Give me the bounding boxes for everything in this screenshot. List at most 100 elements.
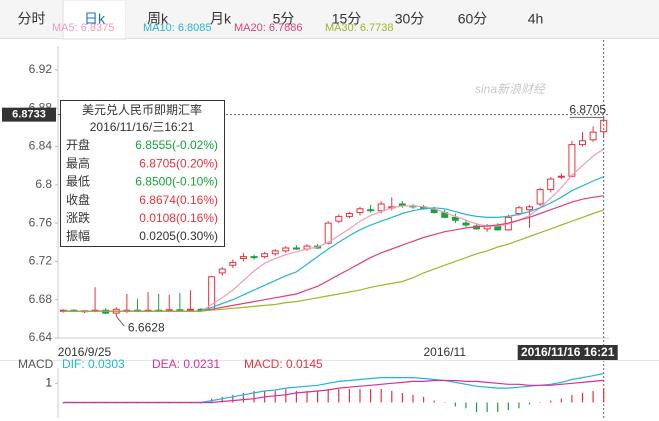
tooltip-row-label: 开盘 <box>66 137 90 152</box>
tab[interactable] <box>504 1 567 38</box>
tooltip-box <box>60 100 225 247</box>
y-tick-label: 6.72 <box>29 254 53 268</box>
watermark: sina新浪财经 <box>475 82 547 96</box>
macd-bar <box>359 389 361 403</box>
candle-body <box>218 268 226 274</box>
candle-body <box>324 222 332 244</box>
tooltip-row-value: 0.0205(0.30%) <box>139 229 218 243</box>
tooltip-row-label: 最高 <box>66 155 90 170</box>
y-tick-label: 6.84 <box>29 139 53 153</box>
macd-bar <box>274 391 276 403</box>
tab[interactable] <box>126 1 189 38</box>
y-tick-label: 6.76 <box>29 215 53 229</box>
y-tick-label: 6.92 <box>29 62 53 76</box>
tab[interactable] <box>315 1 378 38</box>
y-tick-label: 6.64 <box>29 330 53 344</box>
macd-title: MACD <box>18 357 54 371</box>
macd-bar <box>507 402 509 411</box>
macd-bar <box>401 392 403 403</box>
candle-body <box>536 189 544 205</box>
ma-line <box>63 209 604 312</box>
tab-label[interactable]: 分时 <box>18 11 46 27</box>
min-label: 6.6628 <box>128 320 165 334</box>
macd-bar <box>486 402 488 413</box>
candle-body <box>377 203 385 212</box>
candle-body <box>229 261 237 266</box>
y-tick-label: 6.8 <box>35 177 52 191</box>
macd-bar <box>380 389 382 403</box>
tab[interactable] <box>252 1 315 38</box>
candle-body <box>547 178 555 191</box>
candle-body <box>261 253 269 258</box>
legend-entry: MA5: 6.8375 <box>52 22 114 34</box>
x-crosshair-label: 2016/11/16 16:21 <box>521 345 615 359</box>
tooltip-row-value: 6.8555(-0.02%) <box>135 138 218 152</box>
candle-body <box>345 213 353 217</box>
tooltip-datetime: 2016/11/16/三16:21 <box>90 120 195 134</box>
tab-label[interactable]: 60分 <box>458 11 488 27</box>
candle-body <box>579 140 587 146</box>
tab-label[interactable]: 月k <box>210 11 232 27</box>
tab[interactable] <box>0 1 63 38</box>
legend-entry: DEA: 0.0231 <box>152 357 220 371</box>
macd-bar <box>444 402 446 403</box>
tab-label[interactable]: 周k <box>147 11 169 27</box>
candle-body <box>367 209 375 212</box>
tab-label[interactable]: 5分 <box>273 11 295 27</box>
candle-body <box>356 208 364 214</box>
candle-body <box>526 206 534 211</box>
macd-bar <box>550 400 552 403</box>
tab-label[interactable]: 日k <box>84 11 106 27</box>
macd-bar <box>475 402 478 413</box>
crosshair-label-bg <box>2 107 56 122</box>
y-tick-label: 6.68 <box>29 292 53 306</box>
macd-bar <box>603 388 605 403</box>
tab-label[interactable]: 30分 <box>395 11 425 27</box>
candle-body <box>462 222 470 226</box>
y-tick-label: 1 <box>45 376 52 390</box>
tab[interactable] <box>189 1 252 38</box>
tooltip-row-label: 收盘 <box>66 192 90 207</box>
macd-bar <box>62 402 64 404</box>
legend-entry: MA20: 6.7886 <box>234 22 303 34</box>
macd-bar <box>412 394 414 403</box>
macd-bar <box>242 392 245 403</box>
tooltip-row-value: 0.0108(0.16%) <box>139 211 218 225</box>
tooltip-row-value: 6.8500(-0.10%) <box>135 175 218 189</box>
tab-label[interactable]: 15分 <box>332 11 362 27</box>
macd-bar <box>560 398 562 403</box>
candle-body <box>557 175 565 178</box>
candle-body <box>515 207 523 215</box>
macd-bar <box>433 400 435 403</box>
x-crosshair-label-bg <box>517 345 618 360</box>
macd-bar <box>497 402 499 413</box>
candle-body <box>186 308 194 311</box>
candle-body <box>282 247 290 252</box>
macd-bar <box>306 391 308 403</box>
macd-bar <box>391 391 393 403</box>
x-tick-label: 2016/11 <box>424 345 467 359</box>
tab[interactable] <box>441 1 504 38</box>
candle-body <box>239 256 247 260</box>
macd-bar <box>253 391 255 403</box>
macd-line <box>63 379 604 404</box>
tooltip-row-label: 最低 <box>66 175 90 189</box>
tab[interactable] <box>378 1 441 38</box>
macd-bar <box>317 391 319 403</box>
macd-bar <box>295 391 298 403</box>
macd-bar <box>465 402 467 409</box>
candle-body <box>568 144 576 177</box>
candle-body <box>430 209 438 214</box>
tab-label[interactable]: 4h <box>528 11 544 27</box>
macd-bar <box>285 389 287 403</box>
macd-bar <box>581 392 584 403</box>
min-pointer <box>115 315 125 327</box>
macd-bar <box>422 396 425 403</box>
x-tick-label: 2016/9/25 <box>58 345 112 359</box>
macd-bar <box>528 402 531 405</box>
tooltip-row-value: 6.8674(0.16%) <box>139 193 218 207</box>
candle-body <box>451 216 459 221</box>
macd-bar <box>327 389 329 403</box>
macd-bar <box>571 394 573 403</box>
